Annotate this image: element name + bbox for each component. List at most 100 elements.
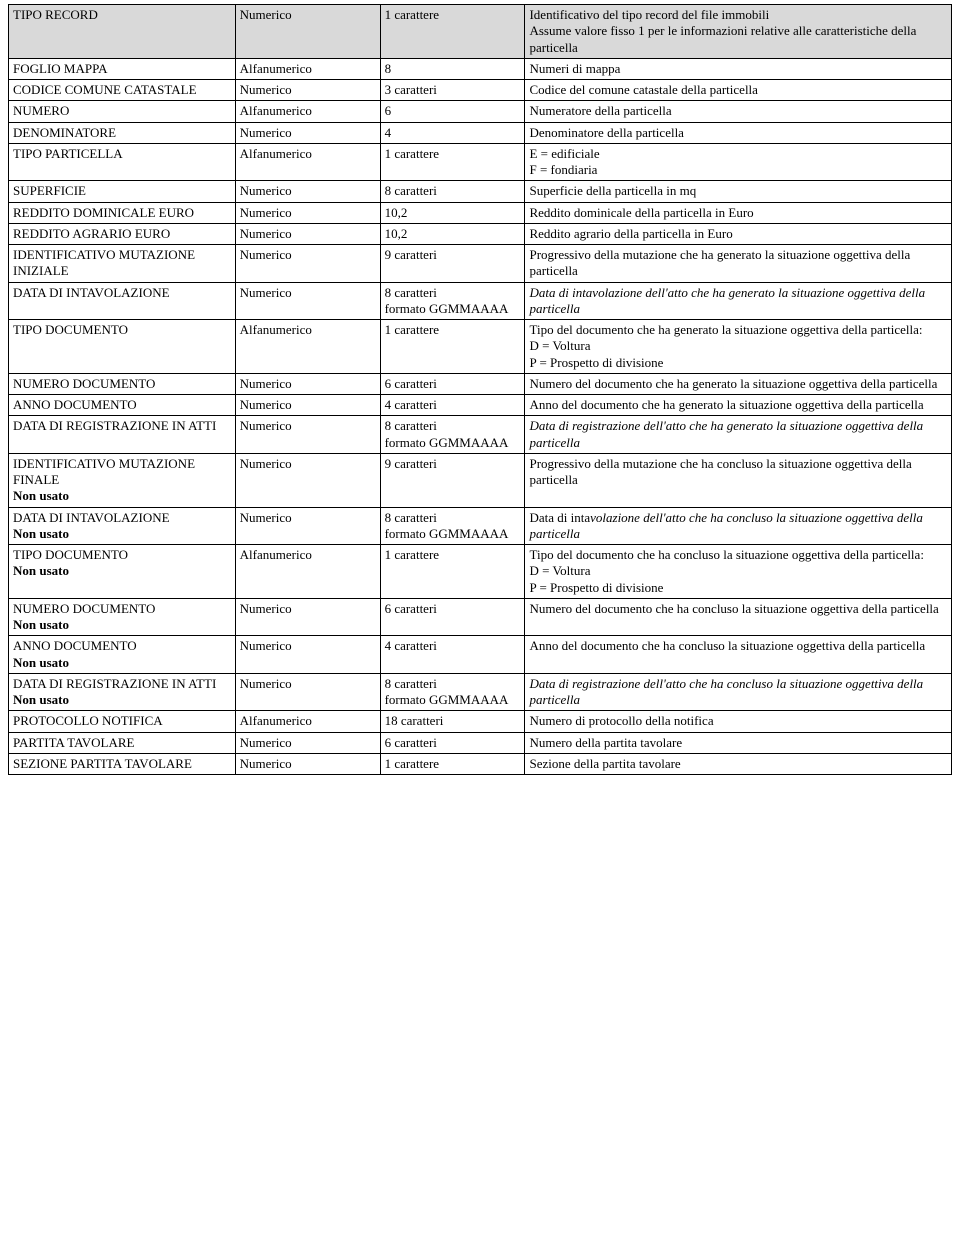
cell-data-type: Numerico xyxy=(235,373,380,394)
table-row: DATA DI REGISTRAZIONE IN ATTINon usatoNu… xyxy=(9,673,952,711)
text-segment: formato GGMMAAAA xyxy=(385,301,509,316)
text-segment: Non usato xyxy=(13,692,69,707)
cell-field-name: PARTITA TAVOLARE xyxy=(9,732,236,753)
text-segment: 4 caratteri xyxy=(385,638,437,653)
text-line: Non usato xyxy=(13,488,231,504)
text-line: D = Voltura xyxy=(529,563,947,579)
text-segment: Progressivo della mutazione che ha concl… xyxy=(529,456,911,487)
text-segment: Tipo del documento che ha concluso la si… xyxy=(529,547,923,562)
text-segment: F = fondiaria xyxy=(529,162,597,177)
text-line: Identificativo del tipo record del file … xyxy=(529,7,947,23)
text-segment: Anno del documento che ha generato la si… xyxy=(529,397,923,412)
cell-size: 1 carattere xyxy=(380,753,525,774)
cell-field-name: TIPO DOCUMENTONon usato xyxy=(9,545,236,599)
text-segment: 8 xyxy=(385,61,392,76)
cell-field-name: NUMERO DOCUMENTO xyxy=(9,373,236,394)
cell-field-name: TIPO PARTICELLA xyxy=(9,143,236,181)
cell-field-name: TIPO RECORD xyxy=(9,5,236,59)
text-segment: 4 caratteri xyxy=(385,397,437,412)
text-line: 8 caratteri xyxy=(385,285,521,301)
table-row: SUPERFICIENumerico8 caratteriSuperficie … xyxy=(9,181,952,202)
cell-description: Numeratore della particella xyxy=(525,101,952,122)
cell-description: Reddito agrario della particella in Euro xyxy=(525,223,952,244)
cell-data-type: Numerico xyxy=(235,223,380,244)
text-segment: 8 caratteri xyxy=(385,285,437,300)
text-segment: Tipo del documento che ha generato la si… xyxy=(529,322,922,337)
cell-field-name: REDDITO DOMINICALE EURO xyxy=(9,202,236,223)
text-line: 8 caratteri xyxy=(385,183,521,199)
text-segment: Numero del documento che ha generato la … xyxy=(529,376,937,391)
cell-data-type: Numerico xyxy=(235,282,380,320)
cell-description: Data di registrazione dell'atto che ha c… xyxy=(525,673,952,711)
cell-size: 9 caratteri xyxy=(380,245,525,283)
cell-data-type: Numerico xyxy=(235,673,380,711)
cell-size: 4 caratteri xyxy=(380,395,525,416)
text-segment: DENOMINATORE xyxy=(13,125,116,140)
type-text: Numerico xyxy=(240,247,292,262)
text-segment: Sezione della partita tavolare xyxy=(529,756,680,771)
text-segment: 6 caratteri xyxy=(385,376,437,391)
text-segment: 18 caratteri xyxy=(385,713,444,728)
table-row: IDENTIFICATIVO MUTAZIONE FINALENon usato… xyxy=(9,453,952,507)
text-line: TIPO PARTICELLA xyxy=(13,146,231,162)
type-text: Numerico xyxy=(240,735,292,750)
table-row: NUMERO Alfanumerico 6Numeratore della part… xyxy=(9,101,952,122)
text-segment: Non usato xyxy=(13,655,69,670)
text-line: Data di intavolazione dell'atto che ha c… xyxy=(529,510,947,543)
cell-field-name: REDDITO AGRARIO EURO xyxy=(9,223,236,244)
text-line: Numeri di mappa xyxy=(529,61,947,77)
cell-description: Sezione della partita tavolare xyxy=(525,753,952,774)
text-segment: Non usato xyxy=(13,526,69,541)
text-line: 1 carattere xyxy=(385,756,521,772)
text-segment: P = Prospetto di divisione xyxy=(529,355,663,370)
cell-field-name: DATA DI REGISTRAZIONE IN ATTINon usato xyxy=(9,673,236,711)
text-segment: 3 caratteri xyxy=(385,82,437,97)
type-text: Numerico xyxy=(240,418,292,433)
text-line: 1 carattere xyxy=(385,322,521,338)
cell-data-type: Numerico xyxy=(235,453,380,507)
cell-field-name: NUMERO DOCUMENTONon usato xyxy=(9,598,236,636)
text-line: 4 caratteri xyxy=(385,638,521,654)
text-segment: Non usato xyxy=(13,563,69,578)
text-line: Numero di protocollo della notifica xyxy=(529,713,947,729)
type-text: Alfanumerico xyxy=(240,61,312,76)
text-line: 6 xyxy=(385,103,521,119)
text-segment: Numero del documento che ha concluso la … xyxy=(529,601,938,616)
type-text: Numerico xyxy=(240,125,292,140)
text-segment: 6 caratteri xyxy=(385,601,437,616)
table-row: PARTITA TAVOLARE Numerico 6 caratteri Numer… xyxy=(9,732,952,753)
text-segment: ANNO DOCUMENTO xyxy=(13,397,137,412)
type-text: Alfanumerico xyxy=(240,103,312,118)
text-segment: Codice del comune catastale della partic… xyxy=(529,82,757,97)
cell-description: Progressivo della mutazione che ha concl… xyxy=(525,453,952,507)
cell-size: 1 carattere xyxy=(380,320,525,374)
text-segment: REDDITO AGRARIO EURO xyxy=(13,226,170,241)
text-line: Progressivo della mutazione che ha concl… xyxy=(529,456,947,489)
text-segment: 4 xyxy=(385,125,392,140)
cell-field-name: DENOMINATORE xyxy=(9,122,236,143)
text-line: 6 caratteri xyxy=(385,376,521,392)
cell-size: 8 xyxy=(380,58,525,79)
type-text: Numerico xyxy=(240,638,292,653)
text-line: Tipo del documento che ha generato la si… xyxy=(529,322,947,338)
text-segment: 10,2 xyxy=(385,205,408,220)
type-text: Numerico xyxy=(240,397,292,412)
cell-field-name: DATA DI REGISTRAZIONE IN ATTI xyxy=(9,416,236,454)
cell-field-name: NUMERO xyxy=(9,101,236,122)
text-segment: 10,2 xyxy=(385,226,408,241)
text-line: Numero del documento che ha generato la … xyxy=(529,376,947,392)
text-line: 18 caratteri xyxy=(385,713,521,729)
text-line: 8 caratteri xyxy=(385,510,521,526)
cell-size: 6 xyxy=(380,101,525,122)
text-segment: Data di intavolazione dell'atto che ha g… xyxy=(529,285,925,316)
table-row: TIPO DOCUMENTONon usatoAlfanumerico1 car… xyxy=(9,545,952,599)
type-text: Numerico xyxy=(240,756,292,771)
text-segment: Numero della partita tavolare xyxy=(529,735,682,750)
cell-data-type: Numerico xyxy=(235,245,380,283)
cell-description: Codice del comune catastale della partic… xyxy=(525,80,952,101)
text-segment: ANNO DOCUMENTO xyxy=(13,638,137,653)
text-line: Data di registrazione dell'atto che ha g… xyxy=(529,418,947,451)
table-row: FOGLIO MAPPAAlfanumerico8Numeri di mappa xyxy=(9,58,952,79)
text-segment: 6 caratteri xyxy=(385,735,437,750)
text-segment: D = Voltura xyxy=(529,563,590,578)
